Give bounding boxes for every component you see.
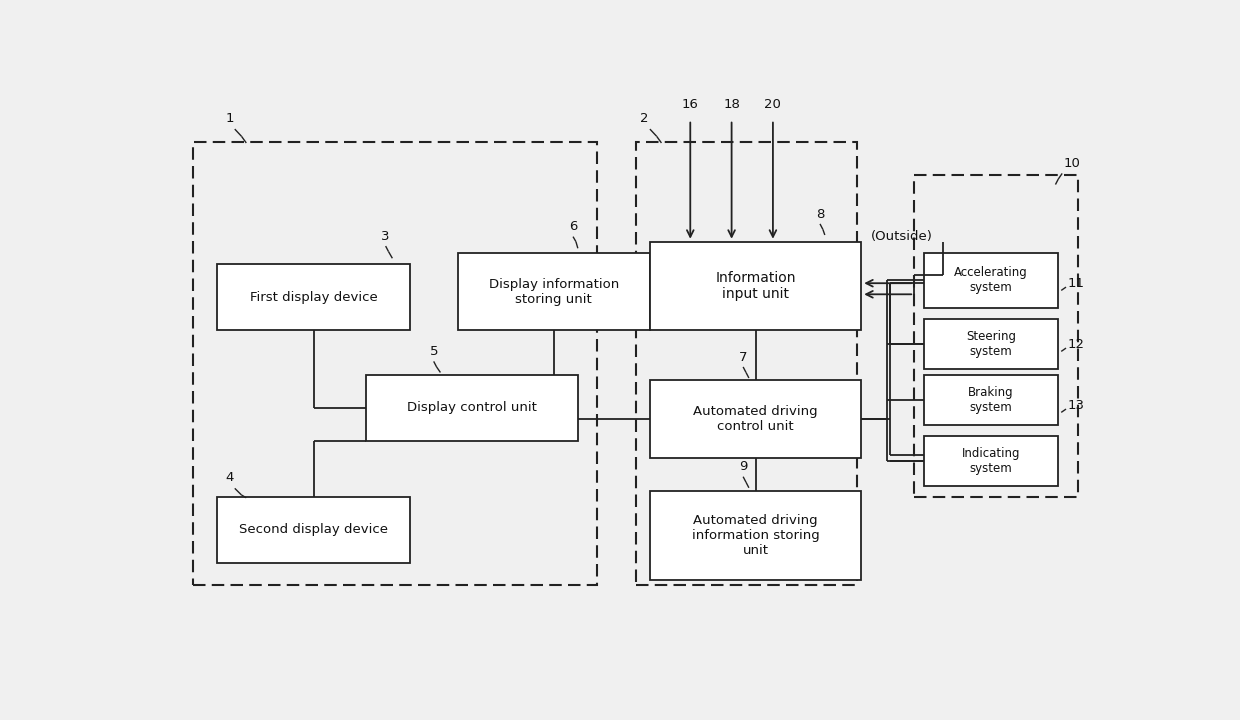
Text: 4: 4 — [226, 472, 233, 485]
Bar — [193, 142, 596, 585]
Text: 9: 9 — [739, 460, 748, 473]
Text: 1: 1 — [226, 112, 233, 125]
Bar — [635, 142, 857, 585]
Text: 7: 7 — [739, 351, 748, 364]
Text: Automated driving
control unit: Automated driving control unit — [693, 405, 818, 433]
Text: 6: 6 — [569, 220, 578, 233]
Bar — [217, 497, 409, 563]
Text: Indicating
system: Indicating system — [962, 446, 1021, 474]
Text: 18: 18 — [723, 99, 740, 112]
Text: Braking
system: Braking system — [968, 386, 1014, 413]
Bar — [924, 436, 1059, 485]
Text: 13: 13 — [1068, 399, 1085, 412]
Text: Information
input unit: Information input unit — [715, 271, 796, 301]
Text: Display control unit: Display control unit — [407, 402, 537, 415]
Bar — [217, 264, 409, 330]
Text: 3: 3 — [382, 230, 389, 243]
Text: 16: 16 — [682, 99, 698, 112]
Bar — [367, 374, 578, 441]
Text: Display information
storing unit: Display information storing unit — [489, 277, 619, 305]
Text: 8: 8 — [816, 207, 825, 220]
Text: (Outside): (Outside) — [870, 230, 932, 243]
Bar — [650, 242, 862, 330]
Text: Automated driving
information storing
unit: Automated driving information storing un… — [692, 514, 820, 557]
Text: 2: 2 — [640, 112, 649, 125]
Bar — [650, 380, 862, 458]
Bar — [458, 253, 650, 330]
Text: 12: 12 — [1068, 338, 1085, 351]
Text: Accelerating
system: Accelerating system — [955, 266, 1028, 294]
Bar — [924, 319, 1059, 369]
Bar — [924, 253, 1059, 308]
Text: 5: 5 — [429, 345, 438, 358]
Text: First display device: First display device — [249, 291, 377, 304]
Bar — [924, 374, 1059, 425]
Text: 11: 11 — [1068, 276, 1085, 289]
Text: Second display device: Second display device — [239, 523, 388, 536]
Text: 20: 20 — [765, 99, 781, 112]
Bar — [650, 491, 862, 580]
Bar — [914, 175, 1078, 497]
Text: 10: 10 — [1063, 156, 1080, 169]
Text: Steering
system: Steering system — [966, 330, 1016, 358]
